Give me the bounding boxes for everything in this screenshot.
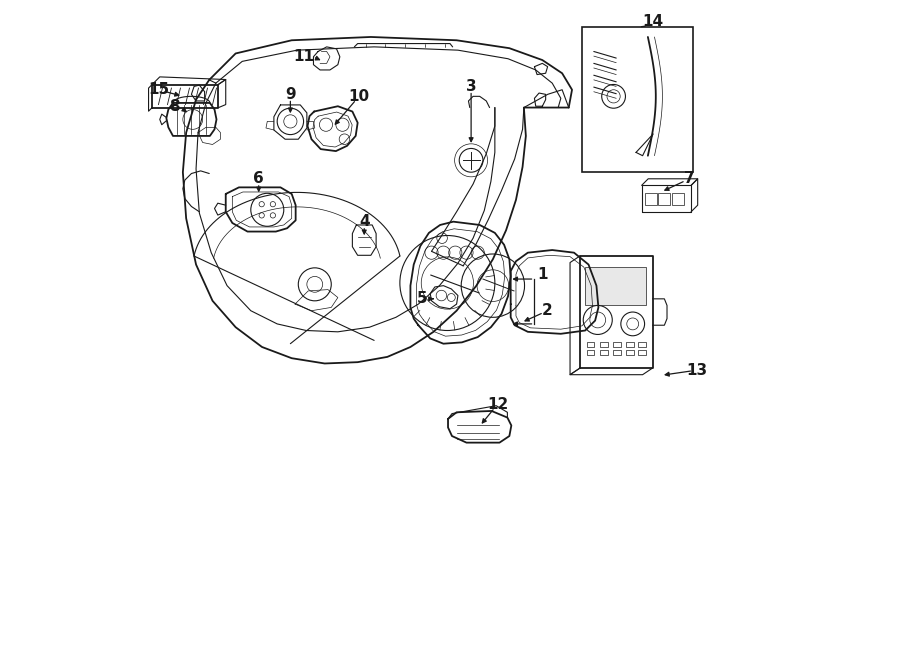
Bar [587,350,595,355]
Bar [613,342,621,347]
Bar [638,350,646,355]
Text: 11: 11 [293,50,314,64]
Text: 4: 4 [359,214,370,229]
Circle shape [298,268,331,301]
Text: 6: 6 [253,171,264,186]
Circle shape [621,312,644,336]
Bar [626,350,634,355]
Text: 1: 1 [537,267,547,282]
Text: 13: 13 [687,363,708,377]
Text: 15: 15 [148,82,169,97]
Text: 5: 5 [417,292,428,306]
Circle shape [459,149,483,173]
Bar [599,350,608,355]
Circle shape [277,108,303,135]
Bar [659,193,670,205]
Bar [599,342,608,347]
Text: 12: 12 [487,397,508,412]
Text: 10: 10 [348,89,370,104]
Text: 14: 14 [643,15,663,29]
Bar [671,193,683,205]
Bar [587,342,595,347]
FancyBboxPatch shape [585,266,646,305]
Text: 2: 2 [542,303,553,318]
Text: 3: 3 [466,79,476,94]
Bar [626,342,634,347]
Bar [613,350,621,355]
Text: 9: 9 [285,87,296,102]
Text: 8: 8 [169,98,180,114]
Bar [582,27,693,173]
Text: 7: 7 [684,171,695,186]
Circle shape [583,305,612,334]
Bar [638,342,646,347]
Bar [645,193,657,205]
